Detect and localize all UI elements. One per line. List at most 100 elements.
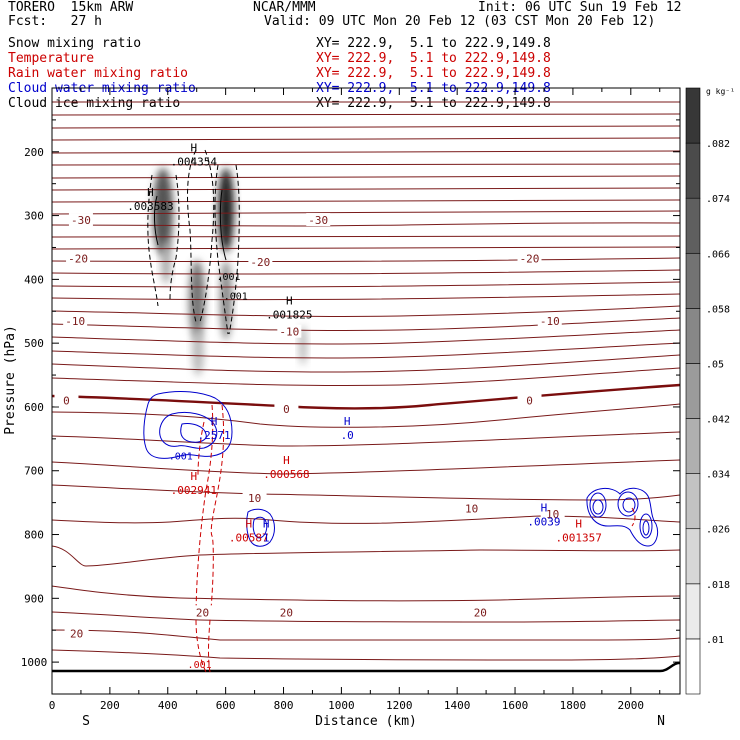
x-tick-label: 1200 — [386, 699, 413, 712]
temperature-label: -30 — [308, 214, 328, 227]
field-name-temperature: Temperature — [8, 51, 95, 66]
label-knockout — [277, 324, 302, 338]
isotherm-line — [51, 515, 681, 524]
isotherm-line — [51, 125, 681, 129]
isotherm-line — [51, 293, 681, 301]
temperature-label: -30 — [71, 214, 91, 227]
cloud-water-contour — [143, 390, 233, 459]
snow-contour-east — [214, 164, 229, 335]
isotherm-line — [51, 342, 681, 359]
isotherm-line — [51, 629, 681, 641]
colorbar-swatch — [685, 87, 701, 144]
label-knockout — [190, 605, 215, 619]
maximum-value-label: 1 — [263, 532, 270, 545]
label-knockout — [540, 507, 565, 521]
cloud-water-contour — [622, 497, 636, 513]
isotherm-line — [51, 246, 681, 250]
isotherm-line — [51, 150, 681, 154]
isotherm-line — [51, 611, 681, 623]
colorbar-tick-label: .01 — [706, 635, 724, 646]
cloud-water-contour — [252, 516, 268, 539]
label-knockout — [63, 313, 88, 327]
maximum-value-label: .002941 — [171, 484, 217, 497]
high-marker: H — [286, 294, 293, 307]
isotherm-line — [51, 649, 681, 661]
temperature-label: -20 — [250, 256, 270, 269]
maximum-value-label: .0 — [341, 429, 354, 442]
rain-contour — [631, 507, 636, 527]
snow-contours — [147, 149, 240, 335]
temperature-label: 20 — [280, 606, 293, 619]
label-knockout — [248, 255, 273, 269]
cloud-water-contour — [246, 508, 275, 547]
isotherm-line — [51, 585, 681, 602]
contour-value-label: .001 — [216, 272, 240, 283]
isotherm-line — [51, 257, 681, 263]
high-marker: H — [263, 518, 270, 531]
high-marker: H — [245, 518, 252, 531]
colorbar-swatch — [685, 473, 701, 530]
colorbar-swatch — [685, 308, 701, 364]
snow-contour-center — [187, 149, 197, 323]
maximum-value-label: .2571 — [198, 429, 231, 442]
field-name-snow: Snow mixing ratio — [8, 36, 142, 51]
north-label: N — [657, 714, 665, 729]
x-tick-label: 800 — [274, 699, 294, 712]
temperature-label: 20 — [474, 606, 487, 619]
colorbar-swatch — [685, 197, 701, 254]
model-title: TORERO 15km ARW — [8, 0, 134, 15]
x-tick-label: 1600 — [502, 699, 529, 712]
x-axis: 0 200 400 600 800 1000 1200 1400 1600 1800 2000 — [49, 88, 661, 712]
temperature-label: -10 — [279, 326, 299, 339]
cloud-water-contours — [143, 390, 659, 547]
rain-contours — [195, 404, 636, 673]
label-knockout — [468, 605, 493, 619]
isotherm-line — [51, 367, 681, 387]
colorbar-tick-label: .082 — [706, 139, 730, 150]
colorbar-swatch — [685, 142, 701, 199]
isotherm-line — [51, 545, 681, 567]
x-tick-label: 600 — [216, 699, 236, 712]
isotherm-zero — [51, 383, 681, 410]
colorbar-tick-label: .066 — [706, 249, 730, 260]
field-xy-cloud-ice: XY= 222.9, 5.1 to 222.9,149.8 — [316, 96, 551, 111]
maximum-value-label: .004354 — [171, 155, 218, 168]
colorbar-tick-label: .074 — [706, 194, 730, 205]
colorbar-tick-label: .026 — [706, 525, 730, 536]
y-tick-label: 800 — [24, 529, 44, 542]
isotherm-line — [51, 329, 681, 345]
temperature-label: -10 — [65, 315, 85, 328]
temperature-label: 0 — [63, 395, 70, 408]
init-time: Init: 06 UTC Sun 19 Feb 12 — [478, 0, 682, 15]
temperature-label: 20 — [70, 627, 83, 640]
isotherm-line — [51, 269, 681, 275]
high-marker: H — [190, 141, 197, 154]
label-knockout — [459, 501, 484, 515]
label-knockout — [274, 401, 299, 415]
south-label: S — [82, 714, 90, 729]
ice-contour-east — [219, 189, 227, 261]
temperature-labels: -30 -30 -20 -20 -20 -10 -10 -10 0 0 0 10 10 10 20 20 20 2… — [54, 213, 565, 640]
isotherm-line — [51, 235, 681, 238]
high-marker: H — [190, 470, 197, 483]
maximum-value-label: .000568 — [263, 468, 309, 481]
temperature-label: -10 — [540, 315, 560, 328]
maximum-value-label: .003583 — [127, 200, 173, 213]
y-tick-label: 900 — [24, 592, 44, 605]
isotherms — [51, 101, 681, 661]
label-knockout — [517, 251, 542, 265]
cloud-water-contour — [617, 491, 639, 517]
y-tick-label: 500 — [24, 337, 44, 350]
y-axis-label: Pressure (hPa) — [3, 325, 18, 435]
temperature-label: 10 — [248, 492, 261, 505]
temperature-label: 20 — [196, 606, 209, 619]
label-knockout — [537, 313, 562, 327]
high-marker: H — [211, 415, 218, 428]
snow-core-left-tail — [161, 240, 171, 284]
contour-value-label: .001 — [188, 660, 212, 671]
x-tick-label: 1000 — [328, 699, 355, 712]
high-marker: H — [283, 454, 290, 467]
cloud-water-contour — [180, 423, 207, 443]
isotherm-line — [51, 317, 681, 332]
label-knockout — [517, 393, 542, 407]
